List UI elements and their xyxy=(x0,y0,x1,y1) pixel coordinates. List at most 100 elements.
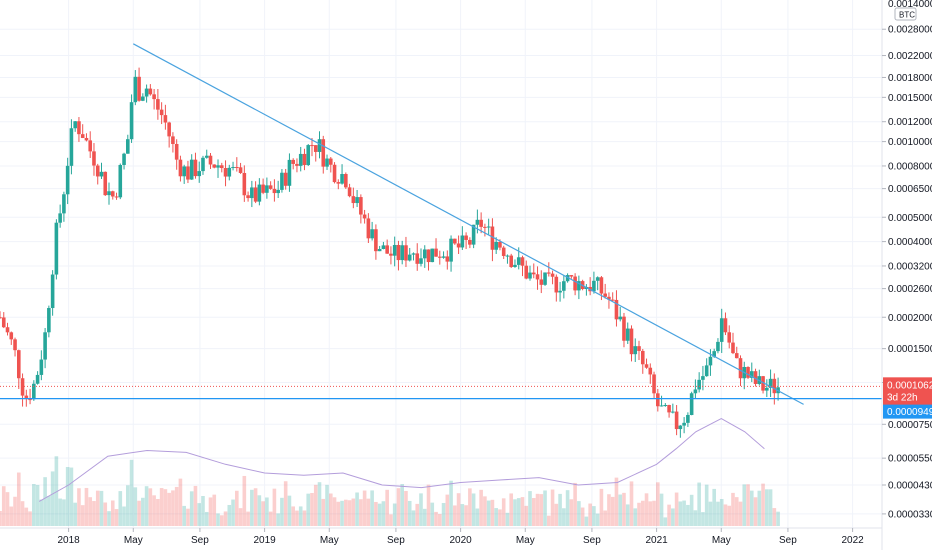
candle-body[interactable] xyxy=(377,248,382,252)
candle-body[interactable] xyxy=(219,165,224,169)
candle-body[interactable] xyxy=(629,328,634,355)
candle-body[interactable] xyxy=(637,346,641,351)
candle-body[interactable] xyxy=(355,197,359,204)
candle-body[interactable] xyxy=(592,280,596,292)
candle-body[interactable] xyxy=(659,405,664,407)
candle-body[interactable] xyxy=(671,411,675,413)
candle-body[interactable] xyxy=(227,167,232,177)
candle-body[interactable] xyxy=(456,243,461,248)
candle-body[interactable] xyxy=(238,167,243,173)
candle-body[interactable] xyxy=(189,159,194,180)
candle-body[interactable] xyxy=(159,109,164,116)
candle-body[interactable] xyxy=(242,172,247,196)
candle-body[interactable] xyxy=(88,140,93,152)
candle-body[interactable] xyxy=(9,332,14,340)
candle-body[interactable] xyxy=(441,256,446,258)
candle-body[interactable] xyxy=(283,172,288,186)
candle-body[interactable] xyxy=(746,366,750,378)
candle-body[interactable] xyxy=(295,163,299,166)
candle-body[interactable] xyxy=(577,281,581,291)
candle-body[interactable] xyxy=(693,389,698,394)
candle-body[interactable] xyxy=(62,194,66,214)
candle-body[interactable] xyxy=(434,248,438,257)
candle-body[interactable] xyxy=(148,88,153,95)
candle-body[interactable] xyxy=(550,273,555,277)
candle-body[interactable] xyxy=(182,166,186,177)
candle-body[interactable] xyxy=(768,378,773,388)
candle-body[interactable] xyxy=(765,387,769,391)
candle-body[interactable] xyxy=(415,253,420,264)
candle-body[interactable] xyxy=(54,222,59,275)
candle-body[interactable] xyxy=(144,88,149,97)
candle-body[interactable] xyxy=(80,134,85,138)
candle-body[interactable] xyxy=(445,256,450,262)
candle-body[interactable] xyxy=(400,245,405,261)
candle-body[interactable] xyxy=(204,155,209,158)
candle-body[interactable] xyxy=(302,153,307,166)
candle-body[interactable] xyxy=(344,174,348,188)
candle-body[interactable] xyxy=(276,189,280,194)
candle-body[interactable] xyxy=(716,341,720,352)
candle-body[interactable] xyxy=(133,76,138,103)
candle-body[interactable] xyxy=(351,196,356,204)
candle-body[interactable] xyxy=(1,317,6,328)
candle-body[interactable] xyxy=(475,219,480,225)
candle-body[interactable] xyxy=(468,239,472,245)
candle-body[interactable] xyxy=(674,411,679,430)
candle-body[interactable] xyxy=(723,318,728,333)
candle-body[interactable] xyxy=(471,224,476,245)
candle-body[interactable] xyxy=(528,272,532,279)
candle-body[interactable] xyxy=(261,184,265,193)
candles[interactable] xyxy=(0,67,780,438)
trendlines[interactable] xyxy=(0,43,882,405)
candle-body[interactable] xyxy=(618,316,623,320)
candle-body[interactable] xyxy=(682,422,686,426)
candle-body[interactable] xyxy=(539,279,544,285)
candle-body[interactable] xyxy=(490,226,495,250)
candle-body[interactable] xyxy=(437,256,442,258)
candle-body[interactable] xyxy=(411,253,416,255)
candle-body[interactable] xyxy=(531,272,536,275)
candle-body[interactable] xyxy=(77,121,81,135)
candle-body[interactable] xyxy=(381,245,386,249)
candle-body[interactable] xyxy=(250,187,254,199)
candle-body[interactable] xyxy=(208,155,213,165)
candle-body[interactable] xyxy=(392,244,397,256)
candle-body[interactable] xyxy=(73,121,77,129)
candle-body[interactable] xyxy=(513,264,517,267)
candle-body[interactable] xyxy=(610,299,615,301)
candle-body[interactable] xyxy=(332,164,337,183)
candle-body[interactable] xyxy=(749,371,754,378)
candle-body[interactable] xyxy=(712,351,716,357)
candle-body[interactable] xyxy=(126,139,130,154)
candle-body[interactable] xyxy=(347,187,352,197)
candle-body[interactable] xyxy=(13,339,17,351)
candle-body[interactable] xyxy=(212,164,217,168)
candle-body[interactable] xyxy=(216,165,220,168)
candle-body[interactable] xyxy=(509,255,514,267)
candle-body[interactable] xyxy=(426,249,431,263)
candle-body[interactable] xyxy=(141,96,145,101)
candle-body[interactable] xyxy=(374,229,378,252)
candle-body[interactable] xyxy=(689,393,694,415)
candle-body[interactable] xyxy=(622,316,626,341)
candle-body[interactable] xyxy=(16,350,21,379)
candle-body[interactable] xyxy=(340,174,344,184)
candle-body[interactable] xyxy=(201,157,205,172)
candle-body[interactable] xyxy=(460,235,465,248)
candle-body[interactable] xyxy=(197,171,202,177)
candle-body[interactable] xyxy=(280,172,284,190)
candle-body[interactable] xyxy=(524,265,529,279)
candle-body[interactable] xyxy=(667,405,671,413)
candle-body[interactable] xyxy=(652,374,656,394)
descending-trendline[interactable] xyxy=(132,43,804,405)
candle-body[interactable] xyxy=(137,76,141,101)
candle-body[interactable] xyxy=(43,332,47,360)
candle-body[interactable] xyxy=(734,353,739,359)
candle-body[interactable] xyxy=(39,359,44,375)
candle-body[interactable] xyxy=(385,245,389,254)
candle-body[interactable] xyxy=(24,395,29,400)
candle-body[interactable] xyxy=(268,185,273,189)
